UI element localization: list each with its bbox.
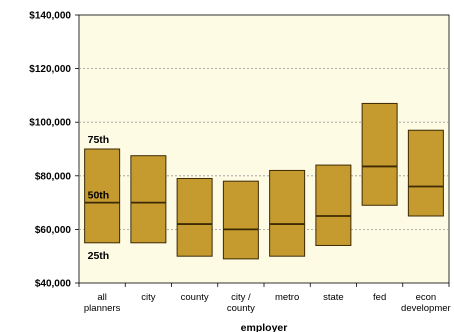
box-rect [315, 164, 352, 246]
y-tick-label: $60,000 [35, 225, 72, 236]
box-7 [407, 129, 444, 217]
box-1 [130, 155, 167, 244]
box-4 [269, 169, 306, 257]
y-axis: $40,000 $60,000 $80,000 $100,000 $120,000 $14… [29, 11, 79, 290]
box-3 [222, 180, 259, 260]
y-tick-label: $100,000 [29, 118, 71, 129]
x-category-label: city [141, 292, 156, 303]
x-category-label: metro [275, 292, 299, 303]
x-category-label: city / county [227, 292, 255, 314]
box-rect [269, 169, 306, 257]
box-rect [222, 180, 259, 260]
x-category-label: all planners [84, 292, 121, 314]
x-category-label: econ developmer [401, 292, 451, 314]
y-tick-label: $140,000 [29, 11, 71, 22]
box-rect [176, 177, 213, 257]
box-rect [130, 155, 167, 244]
box-rect [361, 102, 398, 206]
x-category-label: county [181, 292, 209, 303]
box-5 [315, 164, 352, 246]
x-category-label: fed [373, 292, 386, 303]
y-tick-label: $40,000 [35, 279, 72, 290]
box-0 [84, 148, 121, 244]
percentile-label-25: 25th [88, 250, 110, 262]
box-rect [407, 129, 444, 217]
percentile-label-50: 50th [88, 190, 110, 202]
box-series [84, 102, 444, 260]
box-6 [361, 102, 398, 206]
x-axis-title: employer [241, 322, 288, 332]
box-2 [176, 177, 213, 257]
x-axis: all planners city county city / county metro st… [78, 283, 451, 314]
y-tick-label: $80,000 [35, 171, 72, 182]
box-rect [84, 148, 121, 244]
percentile-annotations: 75th 50th 25th [88, 134, 110, 262]
x-category-label: state [323, 292, 344, 303]
percentile-label-75: 75th [88, 134, 110, 146]
y-tick-label: $120,000 [29, 64, 71, 75]
